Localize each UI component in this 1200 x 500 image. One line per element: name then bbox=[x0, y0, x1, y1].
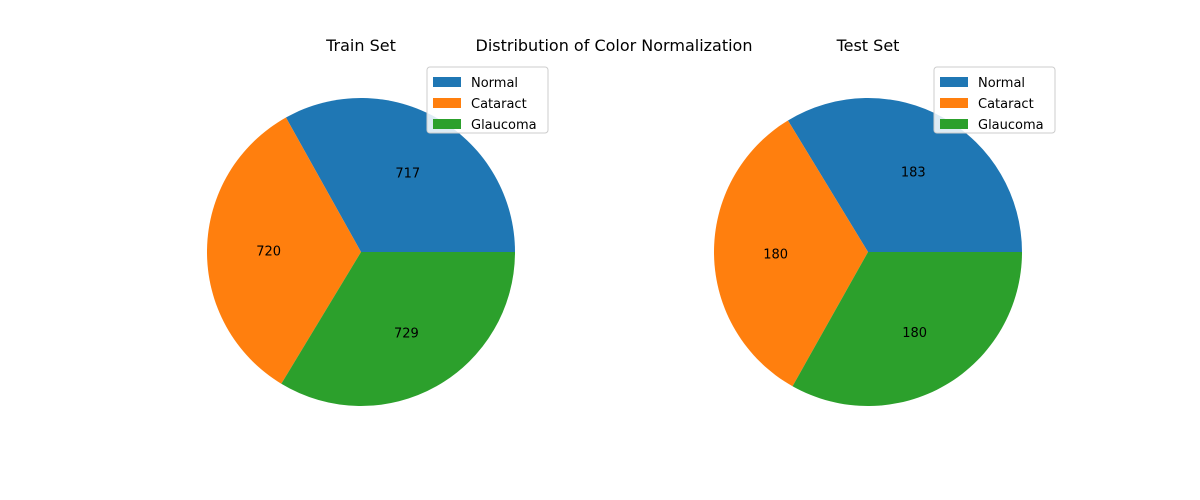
pie-value-label: 717 bbox=[395, 166, 420, 181]
pie-value-label: 729 bbox=[394, 326, 419, 341]
pie-value-label: 180 bbox=[902, 326, 927, 341]
pie-slice-normal bbox=[787, 98, 1022, 253]
legend-swatch-normal bbox=[940, 77, 968, 87]
legend-label: Cataract bbox=[978, 97, 1034, 112]
legend-label: Normal bbox=[471, 76, 518, 91]
legend-swatch-normal bbox=[433, 77, 461, 87]
legend-swatch-glaucoma bbox=[940, 119, 968, 129]
legend-label: Glaucoma bbox=[471, 118, 537, 133]
legend: Normal Cataract Glaucoma bbox=[933, 66, 1056, 134]
legend-label: Cataract bbox=[471, 97, 527, 112]
legend-label: Glaucoma bbox=[978, 118, 1044, 133]
pie-slice-cataract bbox=[714, 120, 868, 387]
figure-title: Distribution of Color Normalization bbox=[476, 36, 753, 55]
pie-slice-normal bbox=[285, 98, 515, 253]
pie-slice-glaucoma bbox=[281, 252, 515, 406]
legend-label: Normal bbox=[978, 76, 1025, 91]
pie-value-label: 720 bbox=[256, 244, 281, 259]
pie-slice-glaucoma bbox=[792, 252, 1022, 407]
pie-chart-1: Train Set 717 720 729 Normal Cataract Glaucoma bbox=[206, 36, 549, 406]
pie-value-label: 180 bbox=[763, 248, 788, 263]
pie-title: Test Set bbox=[836, 36, 900, 55]
pie-title: Train Set bbox=[325, 36, 396, 55]
legend-swatch-glaucoma bbox=[433, 119, 461, 129]
pie-chart-2: Test Set 183 180 180 Normal Cataract Glaucoma bbox=[714, 36, 1056, 407]
legend-swatch-cataract bbox=[433, 98, 461, 108]
pie-value-label: 183 bbox=[901, 165, 926, 180]
pie-charts: Train Set 717 720 729 Normal Cataract Glaucoma… bbox=[206, 36, 1056, 407]
pie-slice-cataract bbox=[206, 117, 361, 384]
legend-swatch-cataract bbox=[940, 98, 968, 108]
legend: Normal Cataract Glaucoma bbox=[426, 66, 549, 134]
